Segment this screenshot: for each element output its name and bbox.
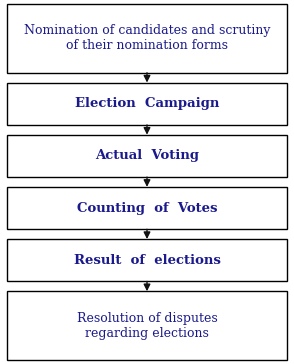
Text: Election  Campaign: Election Campaign [75, 97, 219, 110]
Bar [7, 4, 287, 73]
Text: Result  of  elections: Result of elections [74, 254, 220, 267]
Bar [7, 239, 287, 281]
Bar [7, 187, 287, 229]
Text: Counting  of  Votes: Counting of Votes [77, 202, 217, 215]
Bar [7, 291, 287, 360]
Text: Actual  Voting: Actual Voting [95, 149, 199, 162]
Text: Nomination of candidates and scrutiny
of their nomination forms: Nomination of candidates and scrutiny of… [24, 24, 270, 52]
Bar [7, 135, 287, 177]
Text: Resolution of disputes
regarding elections: Resolution of disputes regarding electio… [77, 312, 217, 340]
Bar [7, 83, 287, 125]
